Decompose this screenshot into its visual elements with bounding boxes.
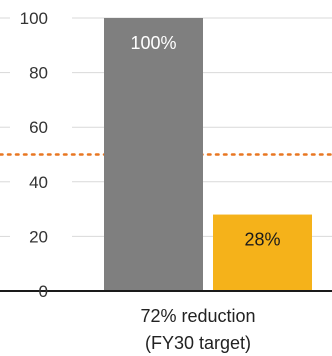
y-tick-label: 20: [29, 227, 48, 246]
y-tick-label: 0: [39, 282, 48, 301]
bars: [104, 18, 312, 291]
data-label: 100%: [130, 33, 176, 53]
category-caption-line-1: 72% reduction: [140, 306, 255, 326]
labels: 72% reduction (FY30 target) 0 20 40 60 80 100…: [20, 9, 281, 353]
bar: [104, 18, 203, 291]
y-tick-label: 60: [29, 118, 48, 137]
y-tick-label: 100: [20, 9, 48, 28]
category-caption-line-2: (FY30 target): [145, 333, 251, 353]
y-tick-label: 40: [29, 173, 48, 192]
bar: [213, 214, 312, 291]
y-tick-label: 80: [29, 64, 48, 83]
data-label: 28%: [244, 230, 280, 250]
